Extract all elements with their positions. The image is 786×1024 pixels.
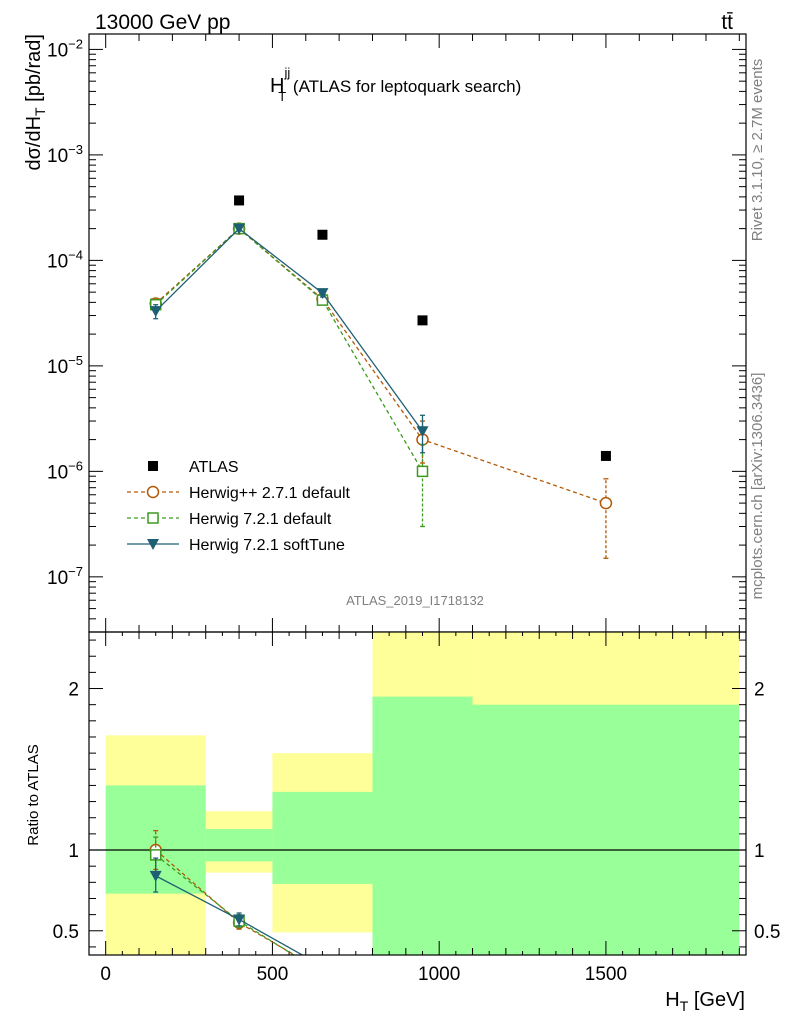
legend-item-herwig-2-7-1-default: Herwig++ 2.7.1 default <box>127 485 351 502</box>
x-tick-label: 0 <box>100 964 111 985</box>
data-point <box>317 229 328 240</box>
y-tick-label-right: 0.5 <box>754 922 780 943</box>
data-point <box>149 306 162 318</box>
y-tick-label: 10−2 <box>47 36 83 61</box>
data-point <box>599 496 613 510</box>
main-plot: 10−7 10−6 10−5 10−4 10−3 10−2 Hjj T (ATLAS for … <box>23 33 747 633</box>
legend-marker <box>147 539 159 550</box>
data-point <box>316 961 328 972</box>
data-point <box>149 870 162 882</box>
y-tick-label-right: 2 <box>754 680 765 701</box>
header-left: 13000 GeV pp <box>95 11 230 34</box>
y-tick-label-right: 1 <box>754 841 765 862</box>
series-line <box>155 227 424 472</box>
legend-marker <box>148 461 158 471</box>
y-tick-exponent: −3 <box>68 142 83 157</box>
data-point <box>233 914 246 926</box>
series-herwig-7-2-1-softtune <box>149 857 328 972</box>
y-tick-label: 10−7 <box>47 564 83 589</box>
legend-label: Herwig 7.2.1 default <box>189 511 332 528</box>
data-point <box>317 966 328 977</box>
ratio-plot: 0.5 0.5 1 1 2 2 0 500 1000 1500 Ratio to ATLAS HT [… <box>25 631 780 1014</box>
legend-item-atlas: ATLAS <box>148 459 239 476</box>
data-point <box>417 315 428 326</box>
ratio-frame <box>88 631 747 956</box>
data-point <box>416 465 429 478</box>
band-inner <box>205 829 273 862</box>
y-tick-exponent: −4 <box>68 247 83 262</box>
legend-marker <box>146 485 160 499</box>
y-tick-exponent: −7 <box>68 564 83 579</box>
x-axis-label: HT [GeV] <box>665 989 745 1014</box>
legend: ATLAS Herwig++ 2.7.1 default Herwig 7.2.1 … <box>127 459 351 554</box>
rivet-version-label: Rivet 3.1.10, ≥ 2.7M events <box>749 59 766 242</box>
series-herwig-7-2-1-default <box>149 222 429 528</box>
legend-item-herwig-7-2-1-default: Herwig 7.2.1 default <box>127 511 332 528</box>
y-tick-label: 10−4 <box>47 247 83 272</box>
band-inner <box>372 696 473 955</box>
legend-label: ATLAS <box>189 459 239 476</box>
data-point <box>416 426 429 438</box>
y-axis-label: dσ/dHT [pb/rad] <box>23 34 48 171</box>
data-point <box>600 450 611 461</box>
y-tick-label: 0.5 <box>53 922 79 943</box>
x-tick-label: 1000 <box>418 964 460 985</box>
uncertainty-bands <box>105 632 740 955</box>
y-axis-label: Ratio to ATLAS <box>25 744 42 845</box>
series-atlas <box>150 195 611 461</box>
data-point <box>316 288 329 300</box>
legend-item-herwig-7-2-1-softtune: Herwig 7.2.1 softTune <box>127 537 345 554</box>
series-line <box>155 227 424 432</box>
mcplots-label: mcplots.cern.ch [arXiv:1306.3436] <box>749 373 766 600</box>
y-tick-exponent: −6 <box>68 458 83 473</box>
series-line <box>155 227 607 504</box>
data-point <box>233 223 246 235</box>
plot-title: Hjj T (ATLAS for leptoquark search) <box>270 65 521 104</box>
y-tick-label: 2 <box>68 680 79 701</box>
band-inner <box>272 791 373 884</box>
y-tick-label: 10−5 <box>47 353 83 378</box>
x-tick-label: 1500 <box>585 964 627 985</box>
data-point <box>317 968 327 978</box>
analysis-id-label: ATLAS_2019_I1718132 <box>346 593 484 608</box>
header-right: tt̄ <box>721 11 733 34</box>
legend-marker <box>147 512 159 524</box>
y-tick-label: 10−6 <box>47 458 83 483</box>
data-point <box>234 195 245 206</box>
y-tick-label: 1 <box>68 841 79 862</box>
legend-label: Herwig 7.2.1 softTune <box>189 537 345 554</box>
series-herwig-7-2-1-softtune <box>149 223 429 454</box>
y-tick-label: 10−3 <box>47 142 83 167</box>
legend-label: Herwig++ 2.7.1 default <box>189 485 351 502</box>
x-tick-label: 500 <box>257 964 289 985</box>
main-frame <box>88 33 747 633</box>
band-inner <box>472 704 740 955</box>
series-line <box>155 849 296 955</box>
y-tick-exponent: −5 <box>68 353 83 368</box>
series-herwig-2-7-1-default <box>149 222 613 559</box>
y-tick-exponent: −2 <box>68 36 83 51</box>
